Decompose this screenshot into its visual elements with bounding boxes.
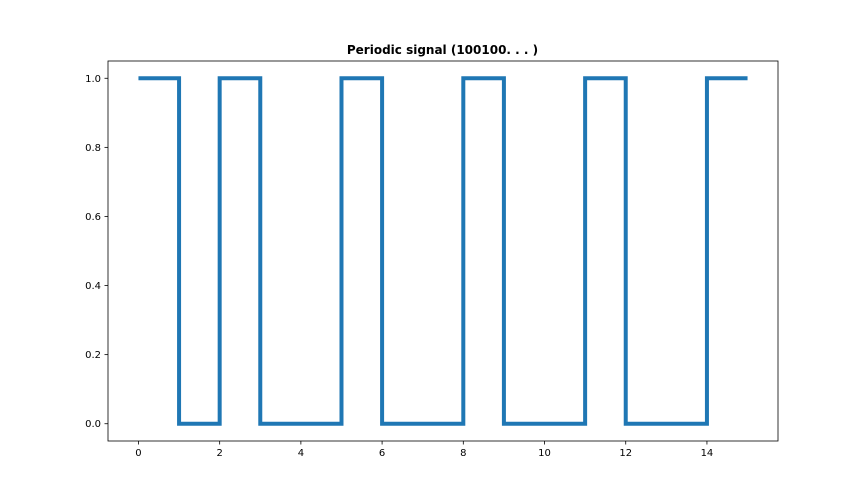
y-tick-label: 0.6 (85, 212, 101, 223)
x-tick-label: 14 (701, 448, 714, 459)
plot-series (138, 76, 748, 426)
plot-area-frame (107, 60, 779, 442)
x-tick-label: 2 (216, 448, 222, 459)
chart-title: Periodic signal (100100. . . ) (347, 43, 538, 57)
y-axis: 0.0 0.2 0.4 0.6 0.8 1.0 (85, 74, 108, 430)
signal-line (138, 76, 748, 426)
x-axis: 0 2 4 6 8 10 12 14 (135, 441, 713, 459)
y-tick-label: 0.4 (85, 281, 101, 292)
x-tick-label: 10 (538, 448, 551, 459)
x-tick-label: 0 (135, 448, 141, 459)
x-tick-label: 6 (379, 448, 385, 459)
y-tick-label: 1.0 (85, 74, 101, 85)
y-tick-label: 0.0 (85, 419, 101, 430)
y-tick-label: 0.8 (85, 143, 101, 154)
y-tick-label: 0.2 (85, 350, 101, 361)
x-tick-label: 8 (460, 448, 466, 459)
x-tick-label: 12 (619, 448, 632, 459)
x-tick-label: 4 (298, 448, 304, 459)
